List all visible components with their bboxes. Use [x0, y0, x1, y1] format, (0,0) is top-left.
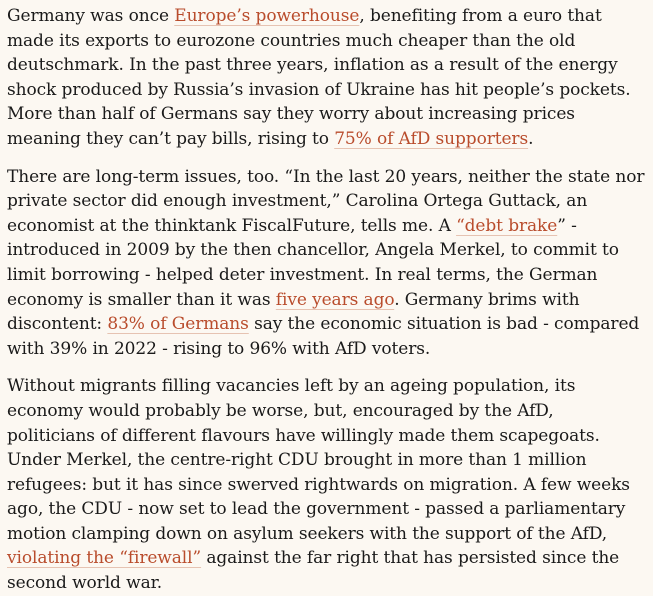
- text-run: There are long-term issues, too. “In the…: [7, 166, 645, 236]
- link-83-percent-germans[interactable]: 83% of Germans: [107, 314, 249, 335]
- text-run: .: [528, 128, 534, 149]
- text-run: , benefiting from a euro that made its e…: [7, 6, 631, 149]
- article-body: Germany was once Europe’s powerhouse, be…: [7, 4, 645, 596]
- text-run: Without migrants filling vacancies left …: [7, 376, 630, 544]
- text-run: say the economic situation is bad - comp…: [7, 314, 640, 359]
- link-debt-brake[interactable]: “debt brake: [456, 215, 558, 236]
- link-europes-powerhouse[interactable]: Europe’s powerhouse: [174, 6, 360, 26]
- paragraph-3: Without migrants filling vacancies left …: [7, 374, 645, 595]
- paragraph-2: There are long-term issues, too. “In the…: [7, 165, 645, 362]
- link-five-years-ago[interactable]: five years ago: [275, 289, 395, 310]
- paragraph-1: Germany was once Europe’s powerhouse, be…: [7, 4, 645, 152]
- text-run: Germany was once: [7, 6, 175, 26]
- link-75-percent-afd-supporters[interactable]: 75% of AfD supporters: [334, 128, 529, 149]
- link-violating-the-firewall[interactable]: violating the “firewall”: [7, 548, 202, 569]
- text-run: . Germany brims with discontent:: [7, 289, 580, 335]
- text-run: ” - introduced in 2009 by the then chanc…: [7, 215, 619, 310]
